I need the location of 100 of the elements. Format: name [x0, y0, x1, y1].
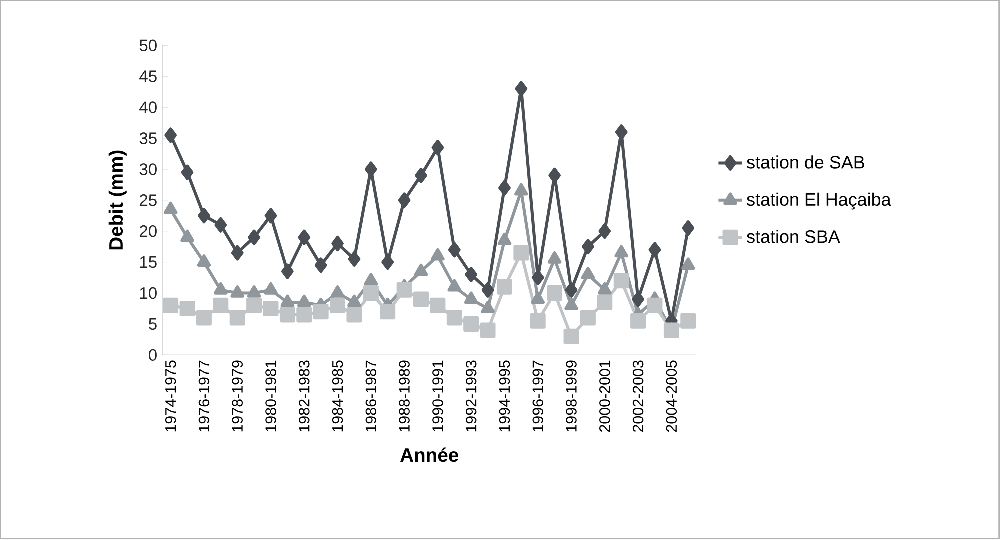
- x-tick-label: 1992-1993: [466, 360, 477, 432]
- y-tick-label: 30: [140, 164, 157, 176]
- point: [464, 292, 478, 304]
- point: [230, 286, 245, 298]
- point: [214, 218, 228, 234]
- point: [630, 314, 646, 330]
- point: [582, 239, 594, 255]
- x-tick-label: 1988-1989: [399, 361, 410, 432]
- y-tick-label: 20: [140, 226, 157, 238]
- point: [396, 282, 412, 298]
- point: [180, 230, 194, 242]
- x-tick-label: 1980-1981: [266, 361, 276, 432]
- y-tick-label: 40: [140, 102, 157, 114]
- point: [181, 165, 194, 180]
- y-tick-label: 0: [149, 350, 157, 362]
- x-tick-label: 1996-1997: [532, 361, 544, 432]
- point: [480, 322, 496, 338]
- point: [432, 140, 444, 156]
- point: [330, 298, 346, 314]
- point: [330, 286, 345, 298]
- point: [614, 273, 630, 289]
- point: [680, 314, 696, 330]
- x-tick-label: 1994-1995: [499, 360, 510, 432]
- y-tick-label: 5: [149, 318, 157, 330]
- point: [247, 286, 262, 298]
- point: [531, 292, 546, 304]
- point: [382, 254, 394, 270]
- point: [298, 230, 311, 246]
- x-tick-label: 1990-1991: [432, 361, 444, 432]
- point: [213, 298, 229, 314]
- point: [282, 264, 294, 280]
- x-tick-label: 1998-1999: [566, 361, 577, 432]
- x-tick-label: 1982-1983: [299, 360, 310, 432]
- point: [214, 282, 228, 296]
- point: [313, 304, 329, 320]
- point: [465, 267, 478, 283]
- point: [297, 295, 312, 308]
- point: [314, 258, 328, 274]
- y-tick-label: 50: [140, 40, 157, 52]
- point: [481, 301, 495, 314]
- point: [564, 329, 580, 345]
- x-tick-label: 1986-1987: [366, 361, 377, 432]
- point: [231, 245, 244, 261]
- point: [198, 208, 210, 224]
- x-axis-title: Année: [400, 448, 458, 462]
- point: [264, 282, 278, 296]
- point: [414, 292, 429, 308]
- point: [597, 295, 613, 310]
- point: [515, 81, 528, 97]
- point: [498, 180, 511, 196]
- point: [498, 233, 512, 246]
- point: [197, 254, 212, 268]
- point: [548, 252, 562, 264]
- y-tick-label: 15: [140, 256, 157, 268]
- x-tick-label: 1976-1977: [198, 361, 210, 432]
- point: [496, 280, 512, 296]
- point: [431, 248, 445, 261]
- point: [164, 128, 178, 144]
- point: [415, 168, 428, 184]
- point: [296, 307, 312, 323]
- x-tick-label: 1978-1979: [232, 361, 243, 432]
- point: [565, 282, 578, 298]
- legend-label: station SBA: [747, 230, 840, 244]
- point: [248, 230, 260, 246]
- x-tick-label: 2002-2003: [632, 360, 644, 432]
- point: [448, 242, 461, 258]
- point: [564, 298, 578, 310]
- y-tick-label: 10: [140, 288, 157, 300]
- point: [230, 310, 246, 326]
- point: [163, 298, 179, 314]
- point: [180, 301, 196, 317]
- point: [430, 298, 446, 314]
- point: [380, 304, 396, 320]
- y-axis-title: Debit (mm): [108, 151, 127, 250]
- point: [348, 252, 361, 268]
- point: [280, 307, 296, 323]
- point: [398, 192, 411, 208]
- point: [264, 208, 278, 224]
- point: [448, 280, 462, 292]
- point: [363, 286, 379, 302]
- x-tick-label: 2000-2001: [600, 361, 610, 432]
- point: [263, 301, 279, 317]
- point: [581, 267, 596, 280]
- point: [598, 282, 612, 296]
- point: [482, 282, 494, 298]
- point: [164, 202, 178, 215]
- point: [530, 314, 546, 330]
- x-tick-label: 1974-1975: [165, 360, 176, 432]
- point: [332, 236, 344, 252]
- point: [514, 245, 530, 261]
- point: [632, 292, 644, 308]
- point: [514, 184, 528, 196]
- point: [246, 298, 262, 314]
- point: [648, 242, 662, 258]
- point: [464, 316, 480, 332]
- point: [682, 220, 695, 236]
- point: [280, 295, 295, 308]
- point: [364, 273, 378, 286]
- point: [532, 270, 544, 286]
- point: [446, 310, 462, 326]
